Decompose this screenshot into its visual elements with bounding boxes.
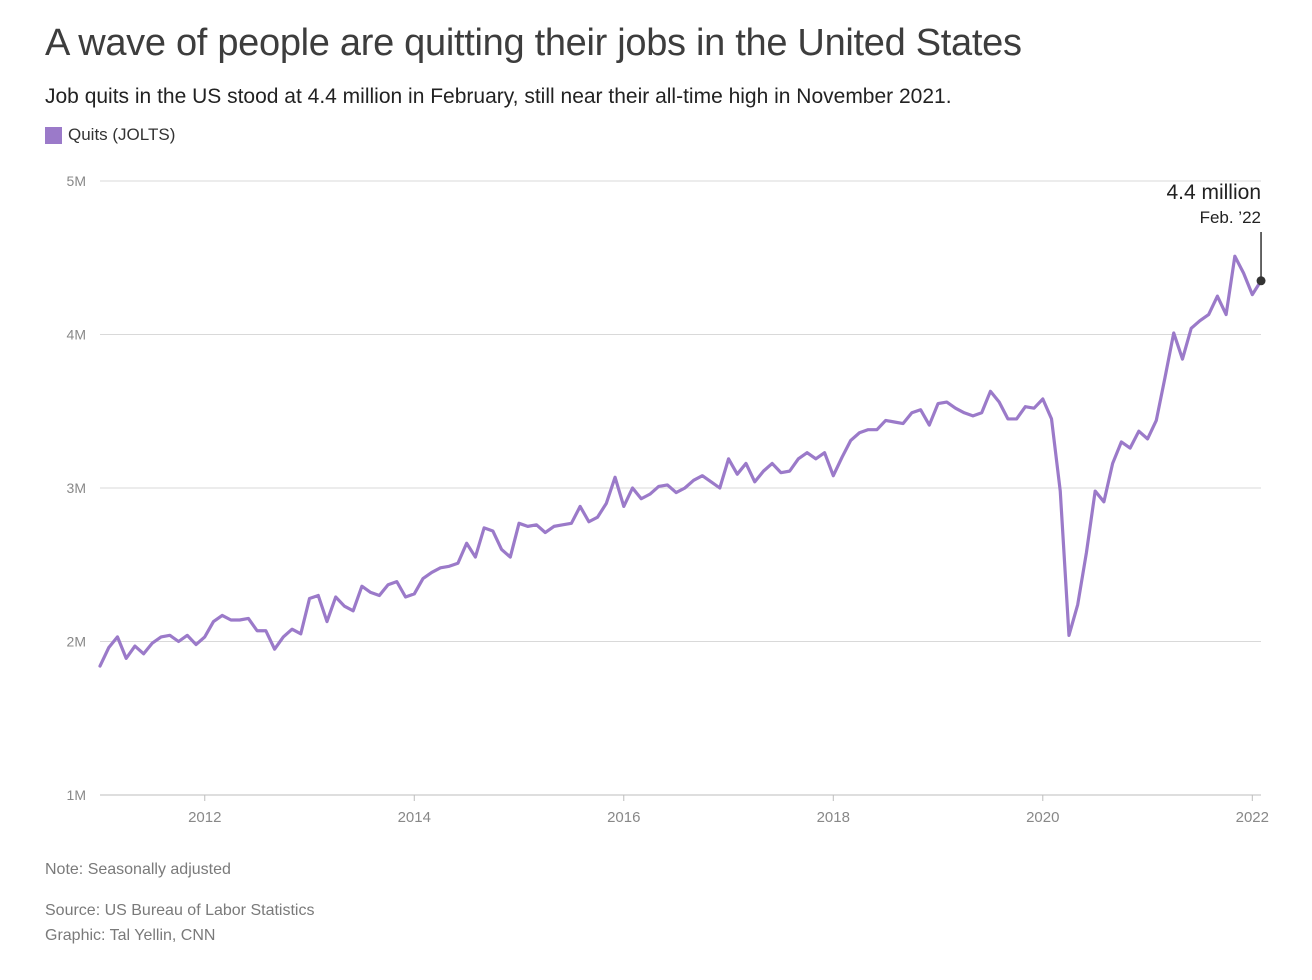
line-chart: 1M 2M 3M 4M 5M 2012 2014 2016 2018 2020 2022 4.4 … [67,173,1269,826]
annotation-value: 4.4 million [1166,181,1261,204]
annotation-layer: 4.4 million Feb. ’22 [1166,181,1266,286]
chart-subtitle: Job quits in the US stood at 4.4 million… [45,85,952,108]
legend-label: Quits (JOLTS) [68,125,176,144]
y-tick-label: 1M [67,787,86,803]
y-tick-label: 4M [67,327,86,343]
x-tick-label: 2014 [398,809,431,826]
x-tick-label: 2022 [1236,809,1269,826]
grid-layer: 1M 2M 3M 4M 5M [67,173,1261,803]
series-layer [98,254,1263,668]
legend: Quits (JOLTS) [45,125,175,145]
legend-swatch [45,126,62,144]
annotation-dot [1256,276,1266,286]
x-tick-label: 2018 [817,809,850,826]
annotation-date: Feb. ’22 [1200,208,1261,227]
y-tick-label: 3M [67,480,86,496]
x-axis: 2012 2014 2016 2018 2020 2022 [188,795,1269,826]
footnote: Note: Seasonally adjusted [45,861,231,878]
series-line-quits [98,254,1263,668]
x-tick-label: 2012 [188,809,221,826]
x-tick-label: 2016 [607,809,640,826]
graphic-credit: Graphic: Tal Yellin, CNN [45,927,216,944]
chart-title: A wave of people are quitting their jobs… [45,22,1022,64]
x-tick-label: 2020 [1026,809,1059,826]
source-credit: Source: US Bureau of Labor Statistics [45,902,315,919]
y-tick-label: 2M [67,634,86,650]
y-tick-label: 5M [67,173,86,189]
